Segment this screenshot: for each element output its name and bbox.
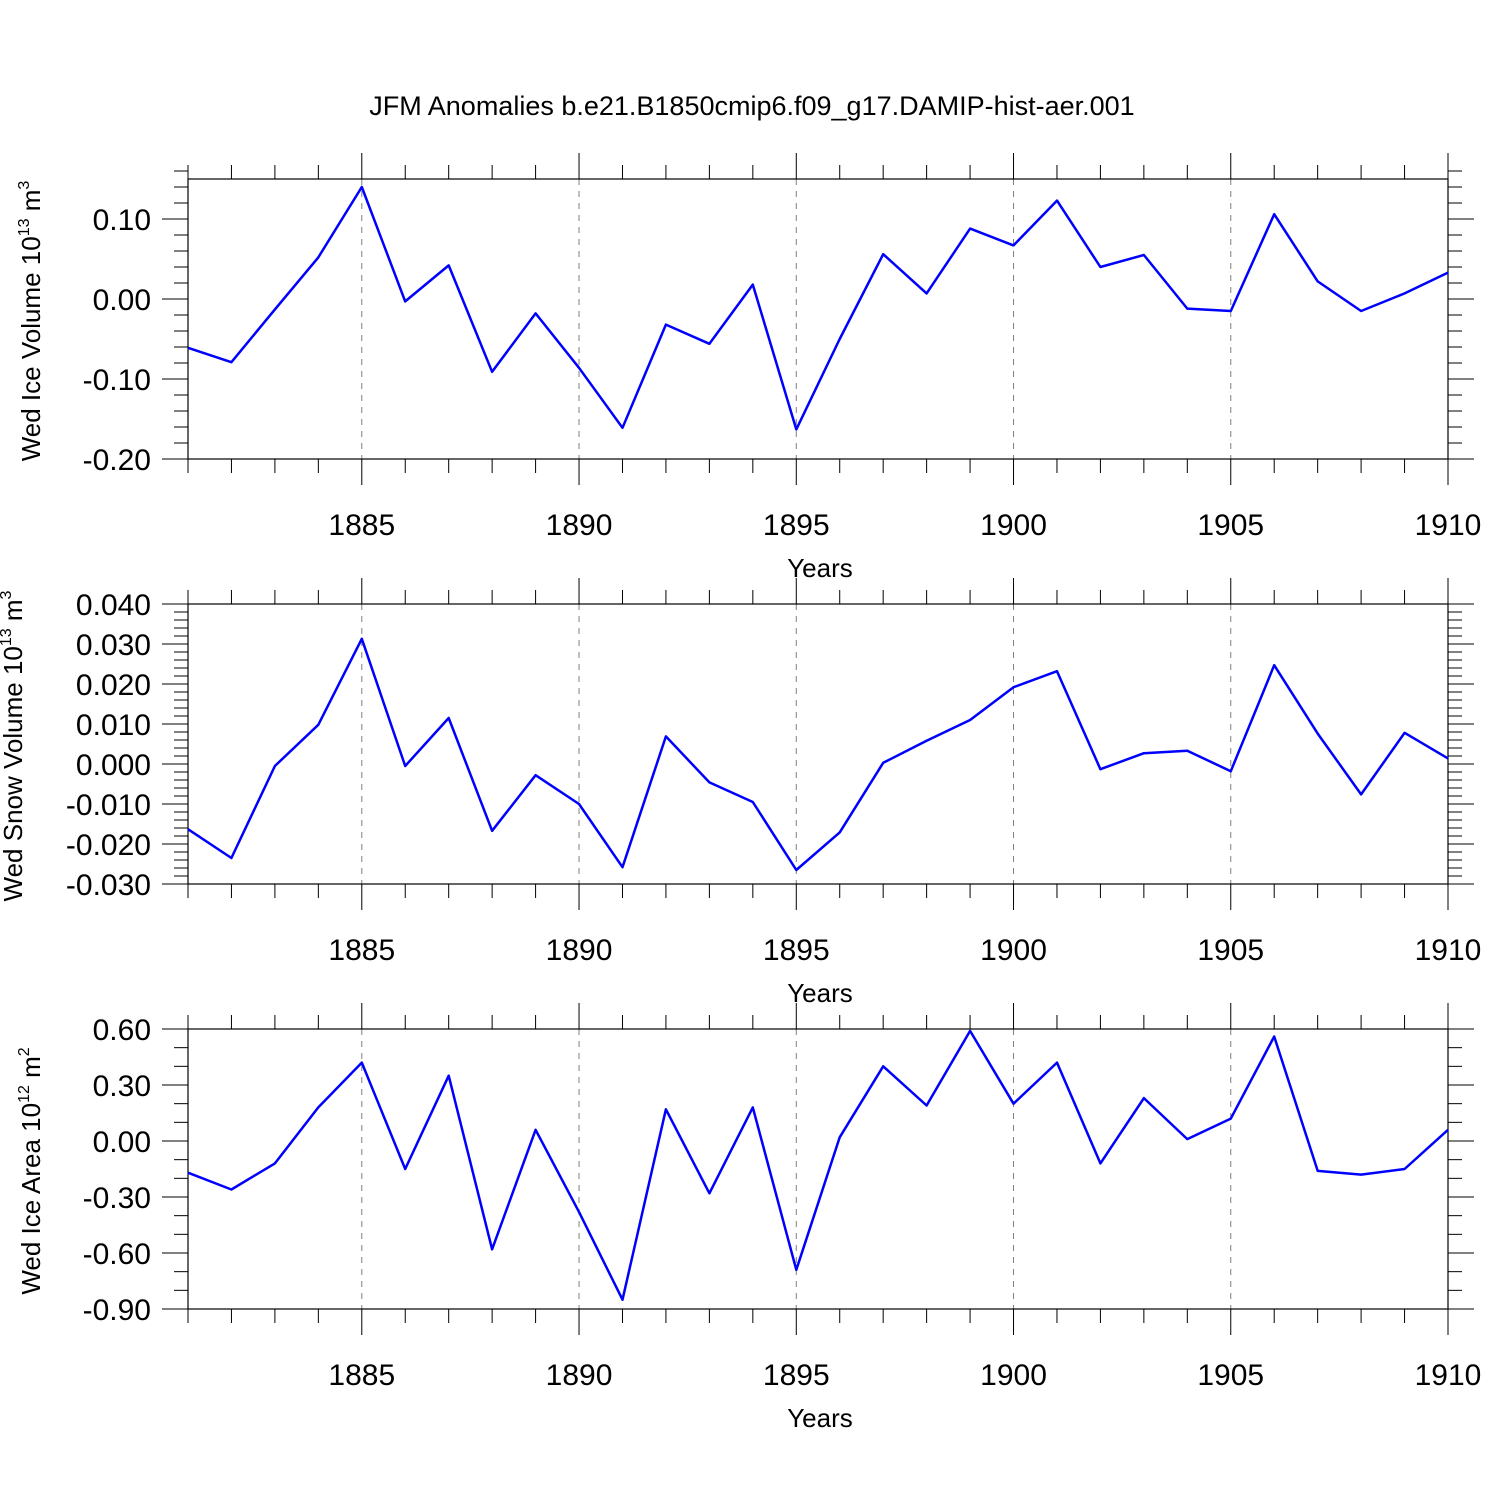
- x-axis-label: Years: [787, 978, 853, 1008]
- y-axis-label-unit-exponent: 3: [0, 590, 15, 599]
- x-tick-label: 1890: [546, 1359, 613, 1392]
- y-tick-label: 0.00: [93, 284, 151, 317]
- x-tick-label: 1890: [546, 934, 613, 967]
- y-axis-label: Wed Ice Volume 1013 m3: [16, 181, 46, 462]
- y-axis-label-unit: m: [16, 1056, 46, 1085]
- y-axis-label-unit: m: [0, 599, 28, 628]
- chart-title: JFM Anomalies b.e21.B1850cmip6.f09_g17.D…: [369, 91, 1134, 121]
- x-axis-label: Years: [787, 553, 853, 583]
- y-tick-label: -0.60: [83, 1238, 151, 1271]
- plot-frame: [187, 178, 1449, 460]
- x-tick-label: 1895: [763, 509, 830, 542]
- y-axis-label-unit: m: [16, 190, 46, 219]
- plot-frame: [187, 1028, 1449, 1310]
- y-axis-label-main: Wed Snow Volume 10: [0, 646, 28, 901]
- y-tick-label: 0.020: [76, 669, 151, 702]
- y-tick-label: -0.020: [66, 829, 151, 862]
- y-tick-label: -0.30: [83, 1182, 151, 1215]
- data-series-line: [187, 185, 1449, 431]
- x-tick-label: 1890: [546, 509, 613, 542]
- y-tick-label: 0.000: [76, 749, 151, 782]
- y-tick-label: 0.030: [76, 629, 151, 662]
- x-tick-label: 1900: [980, 934, 1047, 967]
- x-tick-label: 1885: [328, 1359, 395, 1392]
- panel-3: 1885 1890 1895 1900 1905 1910 0.60 0.30 0.00 -0.3…: [16, 1003, 1481, 1433]
- x-tick-label: 1905: [1197, 509, 1264, 542]
- y-axis-label-exponent: 13: [16, 218, 33, 236]
- y-tick-label: 0.10: [93, 204, 151, 237]
- x-tick-label: 1910: [1415, 1359, 1482, 1392]
- y-tick-label: -0.030: [66, 869, 151, 902]
- x-tick-label: 1885: [328, 934, 395, 967]
- y-axis-label-unit-exponent: 3: [16, 181, 33, 190]
- y-axis-label-unit-exponent: 2: [16, 1047, 33, 1056]
- x-tick-label: 1895: [763, 934, 830, 967]
- x-tick-label: 1905: [1197, 934, 1264, 967]
- y-axis-label-main: Wed Ice Volume 10: [16, 236, 46, 461]
- y-axis-label-exponent: 12: [16, 1085, 33, 1103]
- data-series-line: [187, 637, 1449, 872]
- y-axis-label-main: Wed Ice Area 10: [16, 1103, 46, 1295]
- chart-panels: 1885 1890 1895 1900 1905 1910 0.10 0.00 -0.10 -0.…: [0, 153, 1481, 1433]
- plot-frame: [187, 603, 1449, 885]
- x-axis-label: Years: [787, 1403, 853, 1433]
- y-axis-label-exponent: 13: [0, 628, 15, 646]
- x-tick-label: 1900: [980, 1359, 1047, 1392]
- data-series-line: [187, 1029, 1449, 1301]
- y-tick-label: 0.30: [93, 1070, 151, 1103]
- panel-2: 1885 1890 1895 1900 1905 1910 0.040 0.030 0.020 0…: [0, 578, 1481, 1008]
- x-tick-label: 1900: [980, 509, 1047, 542]
- y-tick-label: -0.20: [83, 444, 151, 477]
- x-tick-label: 1910: [1415, 934, 1482, 967]
- y-tick-label: 0.010: [76, 709, 151, 742]
- y-tick-label: -0.10: [83, 364, 151, 397]
- x-tick-label: 1885: [328, 509, 395, 542]
- y-tick-label: -0.010: [66, 789, 151, 822]
- y-axis-label: Wed Snow Volume 1013 m3: [0, 590, 28, 901]
- x-tick-label: 1910: [1415, 509, 1482, 542]
- y-tick-label: 0.040: [76, 589, 151, 622]
- y-tick-label: 0.60: [93, 1014, 151, 1047]
- panel-1: 1885 1890 1895 1900 1905 1910 0.10 0.00 -0.10 -0.…: [16, 153, 1481, 583]
- x-tick-label: 1905: [1197, 1359, 1264, 1392]
- y-tick-label: -0.90: [83, 1294, 151, 1327]
- y-tick-label: 0.00: [93, 1126, 151, 1159]
- x-tick-label: 1895: [763, 1359, 830, 1392]
- y-axis-label: Wed Ice Area 1012 m2: [16, 1047, 46, 1294]
